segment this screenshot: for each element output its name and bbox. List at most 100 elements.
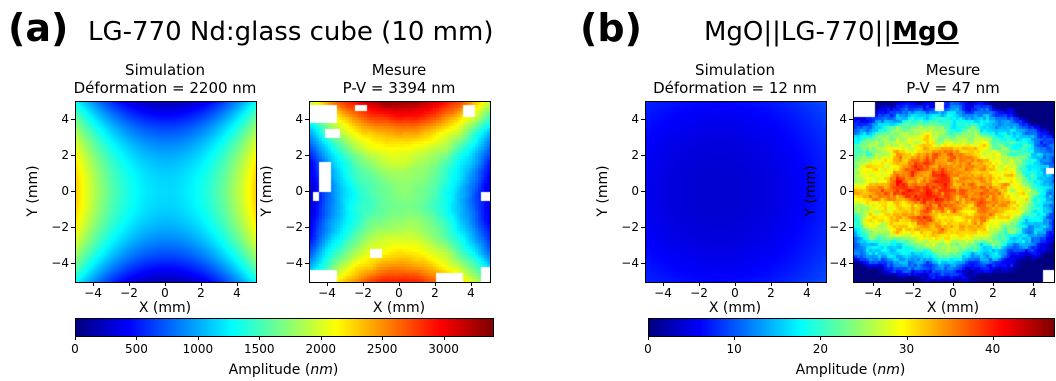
colorbar-a-tick-mark bbox=[197, 336, 199, 340]
panel-b-title: MgO||LG-770||MgO bbox=[704, 17, 959, 47]
heatmap-a-simulation-ytick-mark bbox=[71, 227, 75, 228]
colorbar-b-tick-mark bbox=[820, 336, 822, 340]
heatmap-b-mesure-ytick-label: −4 bbox=[829, 256, 847, 270]
heatmap-a-mesure-title: Mesure bbox=[371, 61, 427, 79]
heatmap-a-mesure-ytick-mark bbox=[305, 191, 309, 192]
heatmap-b-mesure-xlabel: X (mm) bbox=[926, 300, 980, 316]
heatmap-b-simulation-ytick-mark bbox=[641, 155, 645, 156]
heatmap-a-simulation-xtick-mark bbox=[129, 282, 130, 286]
colorbar-b-label: Amplitude (nm) bbox=[648, 362, 1053, 378]
colorbar-a-tick-label: 2000 bbox=[305, 342, 336, 356]
colorbar-a-gradient bbox=[76, 319, 493, 336]
colorbar-a-tick-mark bbox=[382, 336, 384, 340]
colorbar-b-tick-label: 20 bbox=[812, 342, 828, 356]
colorbar-b-tick-label: 40 bbox=[985, 342, 1001, 356]
heatmap-a-simulation-ytick-label: −2 bbox=[51, 220, 69, 234]
heatmap-b-simulation-ytick-mark bbox=[641, 119, 645, 120]
heatmap-b-mesure-xtick-label: 2 bbox=[989, 286, 997, 300]
colorbar-a-label-text: Amplitude ( bbox=[228, 362, 311, 378]
heatmap-a-mesure-xtick-mark bbox=[471, 282, 472, 286]
heatmap-a-mesure-ytick-mark bbox=[305, 227, 309, 228]
heatmap-a-mesure-plot bbox=[309, 101, 491, 283]
heatmap-a-mesure-subtitle: P-V = 3394 nm bbox=[342, 79, 456, 97]
colorbar-a-label-unit: nm bbox=[310, 362, 333, 378]
heatmap-b-simulation-xtick-mark bbox=[663, 282, 664, 286]
colorbar-b-tick-label: 10 bbox=[726, 342, 742, 356]
heatmap-b-simulation-ytick-mark bbox=[641, 227, 645, 228]
heatmap-b-simulation-xtick-label: −2 bbox=[690, 286, 708, 300]
heatmap-b-simulation-subtitle: Déformation = 12 nm bbox=[653, 79, 817, 97]
heatmap-a-mesure-xtick-label: 2 bbox=[431, 286, 439, 300]
heatmap-b-simulation-xtick-mark bbox=[807, 282, 808, 286]
heatmap-a-mesure-ytick-label: 4 bbox=[295, 112, 303, 126]
heatmap-a-simulation-xtick-label: −4 bbox=[84, 286, 102, 300]
colorbar-a-tick-label: 1500 bbox=[244, 342, 275, 356]
heatmap-a-simulation-ytick-label: −4 bbox=[51, 256, 69, 270]
heatmap-a-mesure-xtick-mark bbox=[363, 282, 364, 286]
heatmap-b-mesure-xtick-mark bbox=[1033, 282, 1034, 286]
heatmap-a-mesure-xtick-label: 4 bbox=[467, 286, 475, 300]
heatmap-b-simulation-ytick-label: 2 bbox=[631, 148, 639, 162]
heatmap-b-mesure-ytick-mark bbox=[849, 227, 853, 228]
panel-b-letter: (b) bbox=[580, 6, 642, 50]
heatmap-a-mesure-xtick-label: −2 bbox=[354, 286, 372, 300]
heatmap-a-mesure-xtick-label: −4 bbox=[318, 286, 336, 300]
heatmap-a-simulation-ytick-mark bbox=[71, 119, 75, 120]
colorbar-b-tick-mark bbox=[734, 336, 736, 340]
heatmap-b-simulation-ytick-label: 4 bbox=[631, 112, 639, 126]
colorbar-a-tick-mark bbox=[75, 336, 76, 340]
colorbar-a-tick-mark bbox=[136, 336, 138, 340]
panel-a: (a) LG-770 Nd:glass cube (10 mm) bbox=[8, 6, 493, 50]
heatmap-b-mesure-xtick-label: −2 bbox=[904, 286, 922, 300]
heatmap-b-mesure-subtitle: P-V = 47 nm bbox=[906, 79, 1000, 97]
heatmap-a-simulation-xtick-mark bbox=[165, 282, 166, 286]
heatmap-a-simulation-ytick-label: 2 bbox=[61, 148, 69, 162]
heatmap-b-mesure-ytick-label: 2 bbox=[839, 148, 847, 162]
heatmap-b-mesure-plot bbox=[853, 101, 1055, 283]
heatmap-a-simulation-ytick-mark bbox=[71, 263, 75, 264]
heatmap-b-mesure-xtick-mark bbox=[993, 282, 994, 286]
heatmap-a-simulation-xlabel: X (mm) bbox=[138, 300, 192, 316]
panel-b-title-bold: MgO bbox=[892, 17, 959, 47]
heatmap-b-mesure-ytick-mark bbox=[849, 119, 853, 120]
heatmap-a-mesure-image bbox=[310, 102, 490, 282]
heatmap-b-mesure-ytick-label: −2 bbox=[829, 220, 847, 234]
heatmap-b-mesure-xtick-label: −4 bbox=[864, 286, 882, 300]
heatmap-b-mesure-xtick-label: 4 bbox=[1029, 286, 1037, 300]
heatmap-b-simulation-ytick-label: −2 bbox=[621, 220, 639, 234]
heatmap-a-mesure-xtick-mark bbox=[399, 282, 400, 286]
colorbar-a-label: Amplitude (nm) bbox=[75, 362, 492, 378]
heatmap-b-mesure-title: Mesure bbox=[925, 61, 981, 79]
heatmap-b-mesure-ytick-mark bbox=[849, 191, 853, 192]
heatmap-b-simulation-ytick-mark bbox=[641, 191, 645, 192]
heatmap-b-simulation-xtick-mark bbox=[771, 282, 772, 286]
heatmap-a-simulation-ylabel: Y (mm) bbox=[25, 165, 41, 217]
colorbar-b-tick-label: 30 bbox=[898, 342, 915, 356]
colorbar-a-label-close: ) bbox=[332, 362, 339, 378]
heatmap-a-mesure-ytick-mark bbox=[305, 263, 309, 264]
heatmap-a-simulation-plot bbox=[75, 101, 257, 283]
heatmap-a-simulation-xtick-label: 0 bbox=[161, 286, 169, 300]
colorbar-b-tick-mark bbox=[906, 336, 908, 340]
panel-a-title: LG-770 Nd:glass cube (10 mm) bbox=[88, 17, 493, 47]
heatmap-a-mesure-xtick-label: 0 bbox=[395, 286, 403, 300]
heatmap-a-simulation-xtick-mark bbox=[93, 282, 94, 286]
heatmap-b-mesure-xtick-label: 0 bbox=[949, 286, 957, 300]
heatmap-b-mesure-ylabel: Y (mm) bbox=[803, 165, 819, 217]
heatmap-a-mesure-xlabel: X (mm) bbox=[372, 300, 426, 316]
heatmap-a-mesure-ytick-mark bbox=[305, 155, 309, 156]
heatmap-b-simulation-ytick-mark bbox=[641, 263, 645, 264]
heatmap-b-simulation-ytick-label: −4 bbox=[621, 256, 639, 270]
heatmap-a-mesure-ytick-label: −2 bbox=[285, 220, 303, 234]
colorbar-a-tick-mark bbox=[320, 336, 322, 340]
heatmap-a-simulation-ytick-mark bbox=[71, 155, 75, 156]
heatmap-b-mesure-image bbox=[854, 102, 1054, 282]
heatmap-a-mesure-ytick-label: 2 bbox=[295, 148, 303, 162]
colorbar-b-label-text: Amplitude ( bbox=[795, 362, 878, 378]
colorbar-b-label-close: ) bbox=[899, 362, 906, 378]
colorbar-b-label-unit: nm bbox=[877, 362, 900, 378]
heatmap-a-mesure-ytick-mark bbox=[305, 119, 309, 120]
heatmap-b-simulation-xtick-mark bbox=[735, 282, 736, 286]
heatmap-b-mesure-xtick-mark bbox=[913, 282, 914, 286]
heatmap-a-mesure-ylabel: Y (mm) bbox=[259, 165, 275, 217]
